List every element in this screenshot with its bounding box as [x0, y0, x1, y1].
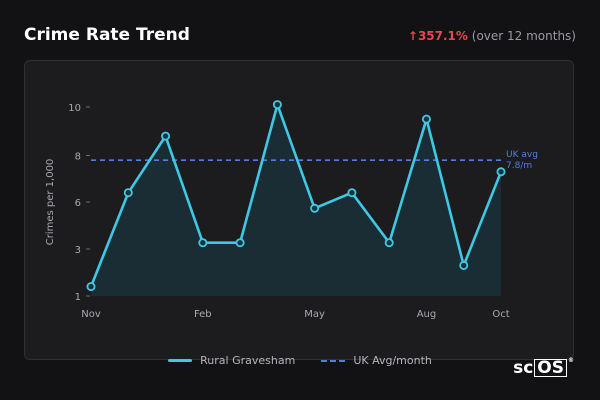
- y-axis-label: Crimes per 1,000: [45, 159, 56, 246]
- series-line-rural-gravesham: [89, 103, 503, 288]
- data-point[interactable]: [459, 260, 469, 270]
- data-point[interactable]: [496, 167, 506, 177]
- series-area-fill: [91, 104, 501, 296]
- chart-legend: Rural Gravesham UK Avg/month: [0, 354, 600, 367]
- uk-average-value-label: 7.8/m: [506, 161, 532, 171]
- data-point[interactable]: [384, 238, 394, 248]
- up-arrow-icon: ↑: [407, 29, 418, 43]
- legend-item-average[interactable]: UK Avg/month: [321, 354, 432, 367]
- data-point[interactable]: [123, 188, 133, 198]
- data-point[interactable]: [235, 238, 245, 248]
- x-tick-label: May: [304, 309, 325, 320]
- y-tick-label: 1: [75, 292, 81, 303]
- chart-title: Crime Rate Trend: [24, 25, 190, 45]
- x-tick-label: Nov: [81, 309, 101, 320]
- change-note: (over 12 months): [471, 29, 576, 43]
- x-tick-label: Feb: [194, 309, 212, 320]
- y-tick-label: 10: [68, 103, 81, 114]
- data-point[interactable]: [347, 188, 357, 198]
- change-indicator: ↑357.1% (over 12 months): [408, 29, 576, 43]
- legend-swatch-dashed: [321, 359, 346, 362]
- legend-swatch-solid: [168, 359, 193, 362]
- registered-mark: ®: [568, 356, 574, 364]
- logo-text: sc: [513, 358, 534, 378]
- uk-average-label: UK avg: [506, 150, 538, 160]
- data-point[interactable]: [421, 114, 431, 124]
- y-tick-label: 8: [75, 152, 81, 163]
- series-points: [86, 100, 506, 292]
- y-tick-label: 3: [75, 245, 81, 256]
- legend-label-series: Rural Gravesham: [200, 354, 296, 367]
- y-tick-label: 6: [75, 198, 81, 209]
- data-point[interactable]: [161, 131, 171, 141]
- legend-item-series[interactable]: Rural Gravesham: [168, 354, 295, 367]
- x-tick-label: Aug: [417, 309, 437, 320]
- change-percent: 357.1%: [417, 29, 468, 43]
- data-point[interactable]: [272, 100, 282, 110]
- data-point[interactable]: [198, 238, 208, 248]
- x-tick-label: Oct: [492, 309, 509, 320]
- logo-box-text: OS: [534, 359, 567, 377]
- legend-label-average: UK Avg/month: [353, 354, 432, 367]
- data-point[interactable]: [310, 203, 320, 213]
- data-point[interactable]: [86, 282, 96, 292]
- brand-logo: sc OS ®: [513, 356, 574, 379]
